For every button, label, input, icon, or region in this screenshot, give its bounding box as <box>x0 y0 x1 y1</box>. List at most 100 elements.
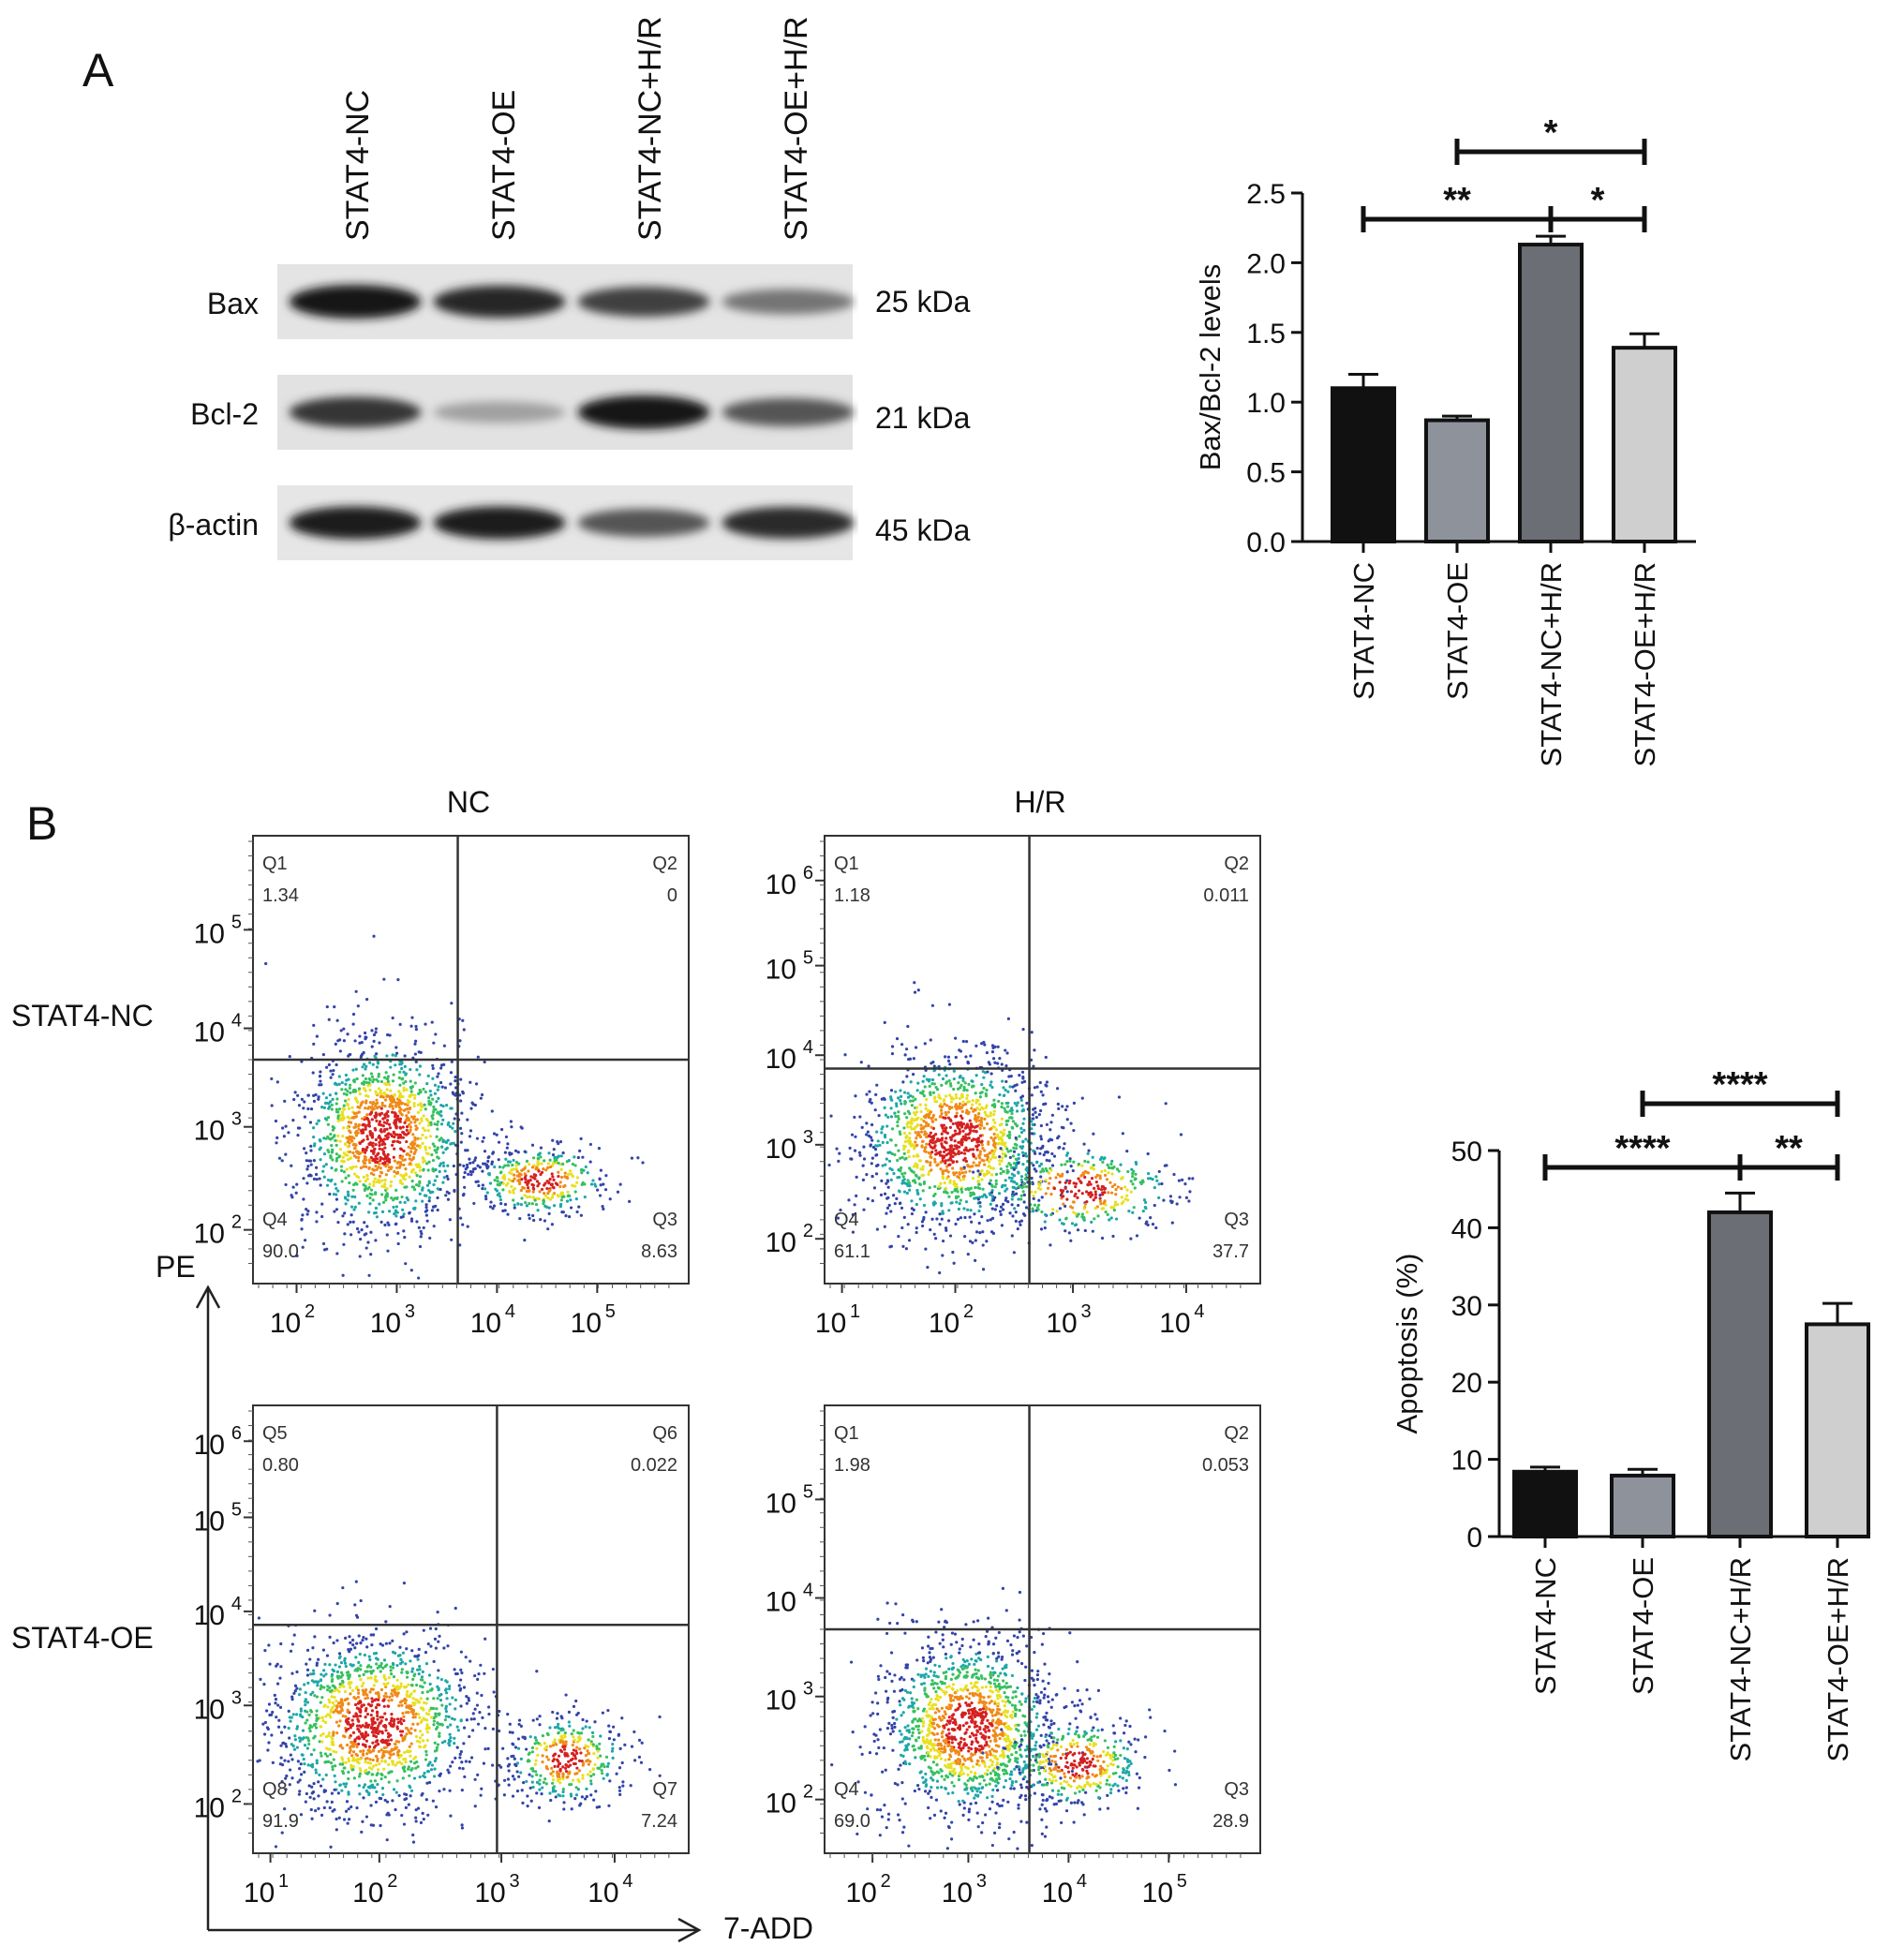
event-dot <box>379 1175 381 1178</box>
event-dot <box>978 1103 981 1106</box>
event-dot <box>413 1115 416 1118</box>
event-dot <box>968 1100 971 1103</box>
event-dot <box>861 1126 864 1129</box>
y-tick-label: 1.0 <box>1246 388 1286 419</box>
event-dot <box>929 1161 931 1164</box>
event-dot <box>1064 1163 1066 1166</box>
event-dot <box>903 1172 906 1175</box>
event-dot <box>296 1094 299 1097</box>
event-dot <box>361 1117 364 1120</box>
event-dot <box>998 1163 1001 1166</box>
event-dot <box>432 1110 435 1113</box>
event-dot <box>973 1196 975 1199</box>
event-dot <box>1147 1172 1150 1175</box>
event-dot <box>433 1225 436 1227</box>
event-dot <box>335 1187 337 1190</box>
event-dot <box>1000 1206 1003 1209</box>
event-dot <box>1013 1084 1016 1087</box>
event-dot <box>868 1090 870 1092</box>
event-dot <box>948 1179 951 1181</box>
event-dot <box>989 1158 992 1161</box>
event-dot <box>368 1196 371 1199</box>
event-dot <box>434 1084 437 1087</box>
event-dot <box>390 1196 393 1199</box>
event-dot <box>974 1125 977 1128</box>
event-dot <box>378 1203 380 1206</box>
event-dot <box>346 1126 349 1129</box>
event-dot <box>354 1122 357 1125</box>
event-dot <box>1098 1194 1101 1196</box>
event-dot <box>924 1042 927 1045</box>
event-dot <box>336 1110 339 1113</box>
event-dot <box>1034 1111 1036 1114</box>
event-dot <box>379 1092 381 1094</box>
event-dot <box>1020 1131 1023 1134</box>
event-dot <box>925 1136 928 1138</box>
event-dot <box>450 1071 453 1074</box>
event-dot <box>436 1128 439 1131</box>
event-dot <box>952 1171 955 1174</box>
event-dot <box>900 1156 903 1159</box>
event-dot <box>928 1134 930 1136</box>
event-dot <box>914 1165 916 1167</box>
event-dot <box>527 1181 529 1183</box>
event-dot <box>988 1171 990 1174</box>
event-dot <box>379 1156 381 1159</box>
event-dot <box>312 1043 315 1046</box>
event-dot <box>510 1125 513 1128</box>
event-dot <box>935 1100 938 1103</box>
event-dot <box>511 1164 513 1166</box>
event-dot <box>943 1098 945 1101</box>
event-dot <box>1010 1112 1013 1115</box>
event-dot <box>552 1179 555 1181</box>
event-dot <box>1011 1203 1014 1206</box>
event-dot <box>322 1165 325 1167</box>
event-dot <box>1126 1170 1129 1173</box>
event-dot <box>1012 1180 1015 1182</box>
event-dot <box>340 1169 343 1172</box>
event-dot <box>920 1131 923 1134</box>
event-dot <box>986 1070 989 1073</box>
event-dot <box>891 1045 894 1047</box>
event-dot <box>963 1152 966 1155</box>
event-dot <box>504 1203 507 1206</box>
event-dot <box>1020 1099 1023 1102</box>
quadrant-value: 61.1 <box>834 1241 870 1262</box>
event-dot <box>884 1021 886 1024</box>
event-dot <box>429 1093 432 1096</box>
event-dot <box>432 1206 435 1209</box>
event-dot <box>964 1081 967 1084</box>
event-dot <box>958 1048 960 1051</box>
event-dot <box>870 1139 873 1142</box>
event-dot <box>994 1208 997 1211</box>
event-dot <box>1049 1243 1051 1246</box>
event-dot <box>1005 1171 1008 1174</box>
event-dot <box>409 1068 411 1071</box>
event-dot <box>1080 1174 1083 1177</box>
event-dot <box>469 1081 471 1084</box>
y-tick-label: 10 <box>194 1219 225 1250</box>
event-dot <box>1096 1184 1099 1187</box>
event-dot <box>575 1211 578 1213</box>
event-dot <box>396 1211 399 1213</box>
event-dot <box>381 1118 384 1121</box>
event-dot <box>454 1130 456 1133</box>
event-dot <box>937 1093 940 1096</box>
event-dot <box>559 1140 562 1143</box>
event-dot <box>355 1100 358 1103</box>
event-dot <box>1086 1183 1089 1186</box>
event-dot <box>903 1216 906 1219</box>
event-dot <box>938 1185 941 1188</box>
event-dot <box>1108 1166 1110 1168</box>
event-dot <box>305 1167 308 1170</box>
event-dot <box>951 1134 954 1136</box>
event-dot <box>390 1094 393 1097</box>
event-dot <box>434 1032 437 1035</box>
event-dot <box>415 1119 418 1122</box>
event-dot <box>1160 1182 1163 1185</box>
event-dot <box>542 1199 544 1202</box>
event-dot <box>990 1072 993 1075</box>
event-dot <box>447 1139 450 1142</box>
event-dot <box>900 1043 903 1046</box>
event-dot <box>881 1125 884 1128</box>
